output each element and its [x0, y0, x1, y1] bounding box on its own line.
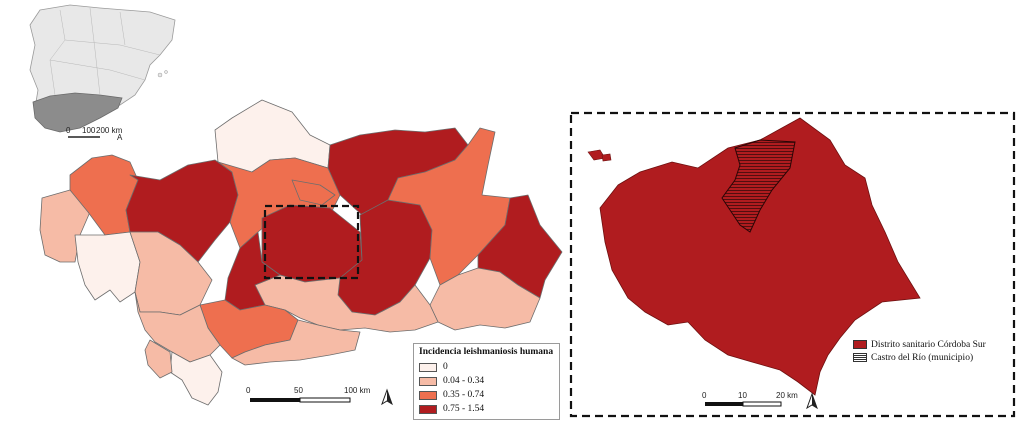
main-scale-label: 50	[294, 386, 303, 395]
legend-swatch	[419, 404, 437, 414]
legend-label: 0	[443, 362, 448, 372]
main-scale-bar: 0 50 100 km	[246, 386, 393, 406]
castro-del-rio-municipio	[721, 139, 796, 233]
overview-region-lines	[49, 7, 161, 96]
study-area-frame	[263, 204, 360, 280]
andalucia-map	[39, 99, 563, 406]
inset-legend: Distrito sanitario Córdoba Sur Castro de…	[853, 338, 1013, 364]
andalucia-highlight	[32, 92, 123, 133]
municipio-hatch-swatch	[853, 353, 867, 362]
inset-legend-label: Castro del Río (municipio)	[871, 352, 974, 363]
legend-swatch	[419, 376, 437, 386]
inset-legend-item: Castro del Río (municipio)	[853, 351, 1013, 364]
inset-legend-label: Distrito sanitario Córdoba Sur	[871, 339, 986, 350]
region-inner-boundary	[291, 179, 336, 206]
region-white-west	[74, 231, 141, 303]
region-far-south	[169, 351, 223, 406]
inset-frame	[569, 111, 1016, 418]
region-south-dark	[224, 231, 281, 311]
overview-north-arrow: A	[117, 133, 123, 142]
legend-label: 0.75 - 1.54	[443, 404, 485, 414]
overview-scale-label: 200 km	[96, 126, 123, 135]
region-south-strip	[231, 319, 361, 366]
inset-scale-label: 0	[702, 391, 707, 400]
legend-swatch	[419, 362, 437, 372]
legend-item: 0.04 - 0.34	[419, 374, 554, 388]
balearic-island	[164, 70, 168, 74]
legend-title: Incidencia leishmaniosis humana	[419, 347, 554, 357]
region-west-dark	[125, 159, 239, 263]
legend-item: 0.75 - 1.54	[419, 402, 554, 416]
balearic-island	[157, 72, 163, 78]
inset-legend-item: Distrito sanitario Córdoba Sur	[853, 338, 1013, 351]
main-scale-label: 0	[246, 386, 251, 395]
cordoba-sur-islet	[601, 153, 612, 162]
legend-label: 0.35 - 0.74	[443, 390, 485, 400]
main-scale-label: 100 km	[344, 386, 371, 395]
region-southwest-coast	[134, 291, 221, 363]
spain-outline	[29, 4, 176, 119]
inset-scale-label: 10	[738, 391, 747, 400]
cordoba-sur-district	[599, 117, 921, 396]
legend-item: 0	[419, 360, 554, 374]
inset-scale-label: 20 km	[776, 391, 798, 400]
region-south-light	[254, 274, 439, 333]
inset-north-arrow	[806, 392, 818, 410]
main-north-arrow	[381, 388, 393, 406]
legend-label: 0.04 - 0.34	[443, 376, 485, 386]
inset-scale-bar: 0 10 20 km	[702, 391, 818, 410]
district-swatch	[853, 340, 867, 349]
incidence-legend: Incidencia leishmaniosis humana 0 0.04 -…	[413, 343, 560, 420]
overview-scale-label: 100	[82, 126, 96, 135]
legend-swatch	[419, 390, 437, 400]
region-coast-small	[144, 339, 173, 379]
region-center-dark	[261, 204, 363, 283]
inset-map	[587, 117, 921, 396]
legend-item: 0.35 - 0.74	[419, 388, 554, 402]
overview-scale-label: 0	[66, 126, 71, 135]
overview-map: 0 100 200 km A	[29, 4, 176, 142]
